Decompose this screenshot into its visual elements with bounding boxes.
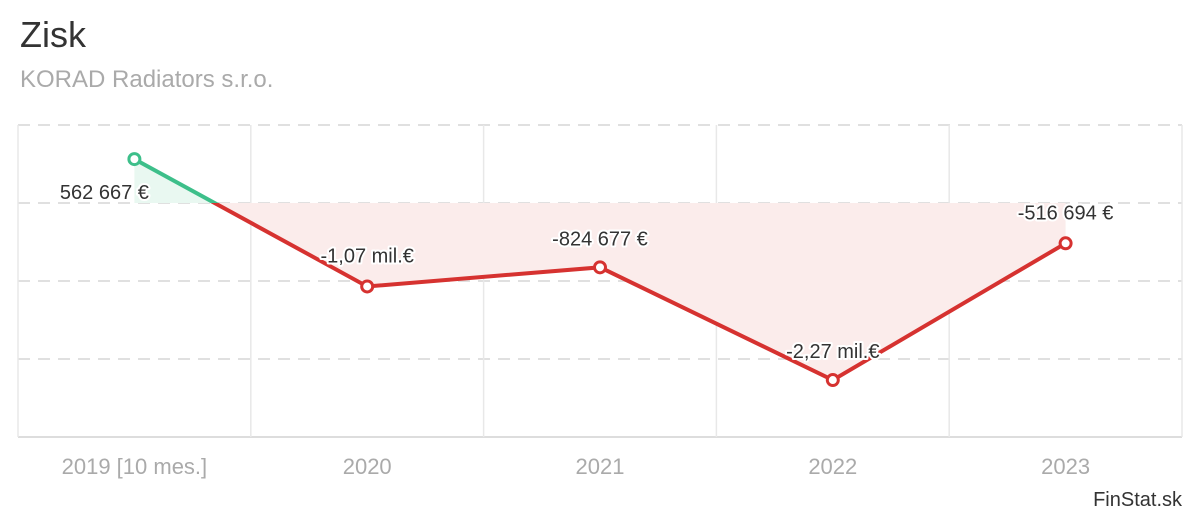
x-tick-label: 2023 bbox=[1041, 454, 1090, 479]
data-label: -824 677 € bbox=[552, 228, 648, 250]
data-label: 562 667 € bbox=[60, 182, 149, 204]
data-point bbox=[1058, 236, 1073, 251]
data-label: -516 694 € bbox=[1018, 202, 1114, 224]
x-tick-label: 2021 bbox=[576, 454, 625, 479]
chart-title: Zisk bbox=[20, 14, 86, 55]
data-point bbox=[360, 279, 375, 294]
credit-link[interactable]: FinStat.sk bbox=[1093, 489, 1182, 511]
data-label: -2,27 mil.€ bbox=[786, 341, 879, 363]
x-tick-label: 2019 [10 mes.] bbox=[62, 454, 208, 479]
chart-subtitle: KORAD Radiators s.r.o. bbox=[20, 66, 274, 93]
data-point bbox=[593, 260, 607, 275]
x-tick-label: 2022 bbox=[808, 454, 857, 479]
data-label: -1,07 mil.€ bbox=[321, 245, 414, 267]
negative-area bbox=[134, 203, 1066, 381]
data-point bbox=[127, 152, 142, 167]
x-tick-label: 2020 bbox=[343, 454, 392, 479]
data-point bbox=[825, 373, 840, 388]
